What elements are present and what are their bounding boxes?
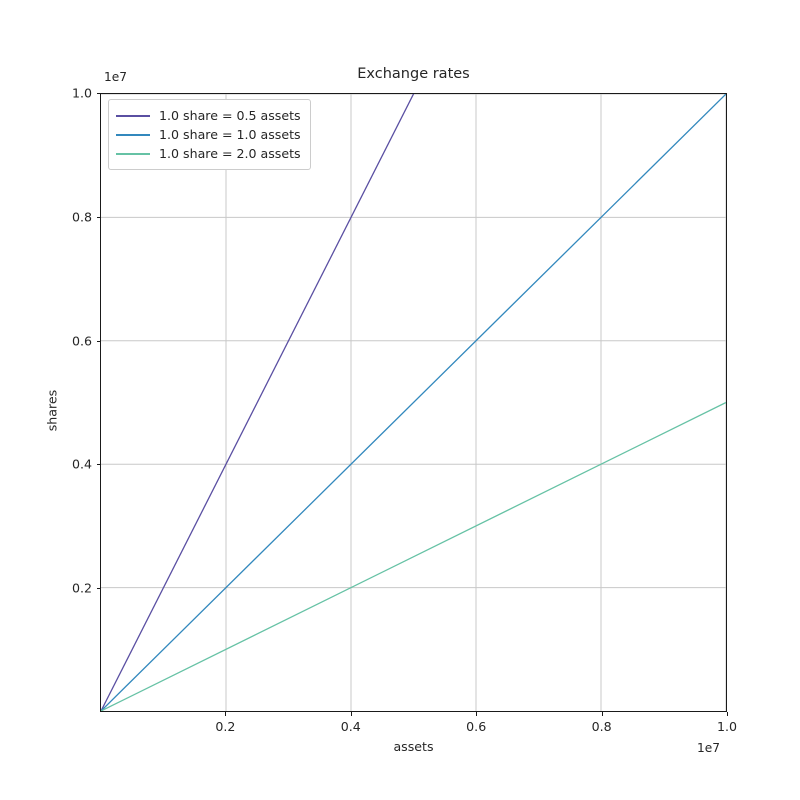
- x-gridlines: [225, 94, 726, 711]
- legend-item-label: 1.0 share = 1.0 assets: [159, 127, 301, 142]
- y-tick-label: 0.4: [71, 456, 92, 472]
- x-tick-label: 0.4: [340, 719, 361, 734]
- data-line-1: [101, 94, 726, 711]
- legend-item-label: 1.0 share = 0.5 assets: [159, 108, 301, 123]
- x-tick-label: 0.6: [466, 719, 487, 734]
- y-tick-mark: [96, 588, 100, 590]
- chart-title: Exchange rates: [357, 66, 470, 82]
- data-line-0: [101, 94, 415, 711]
- plot-area: [100, 93, 727, 712]
- y-tick-mark: [96, 464, 100, 466]
- x-tick-mark: [225, 712, 227, 716]
- legend-item[interactable]: 1.0 share = 1.0 assets: [116, 125, 301, 144]
- y-tick-label: 0.6: [71, 333, 92, 349]
- legend-line-swatch-icon: [116, 114, 150, 117]
- x-axis-label: assets: [393, 739, 434, 754]
- x-tick-mark: [727, 712, 729, 716]
- legend-line-swatch-icon: [116, 152, 150, 155]
- y-tick-mark: [96, 216, 100, 218]
- plot-svg: [101, 94, 726, 711]
- x-axis-offset-text: 1e7: [697, 741, 721, 755]
- x-tick-mark: [601, 712, 603, 716]
- legend-item[interactable]: 1.0 share = 2.0 assets: [116, 144, 301, 163]
- x-tick-label: 0.8: [591, 719, 612, 734]
- x-tick-label: 1.0: [716, 719, 738, 734]
- y-tick-label: 0.8: [71, 209, 92, 225]
- x-tick-mark: [476, 712, 478, 716]
- data-series-group: [101, 94, 726, 711]
- y-tick-label: 0.2: [71, 580, 92, 596]
- legend-line-swatch-icon: [116, 133, 150, 136]
- legend-box: 1.0 share = 0.5 assets 1.0 share = 1.0 as…: [108, 99, 311, 170]
- x-tick-mark: [350, 712, 352, 716]
- legend-item-label: 1.0 share = 2.0 assets: [159, 146, 301, 161]
- y-tick-label: 1.0: [71, 85, 92, 101]
- y-axis-label: shares: [44, 389, 60, 431]
- y-gridlines: [101, 94, 726, 589]
- y-tick-mark: [96, 340, 100, 342]
- y-axis-offset-text: 1e7: [104, 70, 128, 84]
- legend-item[interactable]: 1.0 share = 0.5 assets: [116, 106, 301, 125]
- data-line-2: [101, 401, 726, 711]
- y-tick-mark: [96, 93, 100, 95]
- x-tick-label: 0.2: [215, 719, 236, 734]
